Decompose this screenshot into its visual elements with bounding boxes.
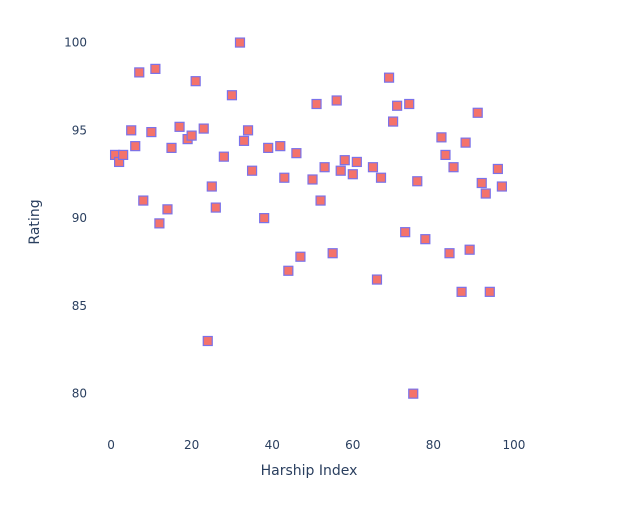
y-tick-label: 80 [72, 387, 87, 401]
data-point [476, 177, 487, 189]
data-point [347, 169, 358, 180]
data-point [375, 172, 387, 183]
data-point [291, 148, 302, 159]
data-point [420, 234, 431, 245]
x-axis-title: Harship Index [261, 463, 358, 479]
data-point [444, 248, 455, 259]
data-point [307, 174, 318, 185]
data-point [484, 286, 495, 297]
data-point [383, 72, 395, 83]
data-point [392, 100, 403, 111]
data-point [150, 63, 161, 74]
data-point [186, 130, 197, 141]
data-point [246, 165, 258, 176]
data-point [283, 265, 294, 276]
data-point [234, 37, 246, 48]
data-point [315, 195, 326, 206]
x-tick-label: 80 [426, 438, 441, 452]
y-axis-ticks: 80 85 90 95 100 [64, 36, 87, 401]
data-point [440, 149, 451, 161]
data-point [408, 388, 419, 399]
data-point [295, 251, 306, 262]
data-point [190, 76, 201, 87]
data-point [371, 274, 383, 285]
data-point [456, 286, 467, 297]
data-point [206, 181, 217, 192]
data-point [492, 163, 503, 175]
data-point [387, 116, 399, 127]
data-point [367, 162, 379, 173]
x-tick-label: 0 [107, 438, 115, 452]
y-axis-title: Rating [27, 199, 43, 244]
data-point [118, 149, 129, 161]
data-point [327, 248, 338, 259]
data-point [404, 98, 415, 110]
data-point [166, 142, 177, 153]
data-point [400, 227, 411, 238]
data-point [146, 126, 157, 138]
data-point [436, 132, 447, 143]
data-point [238, 135, 250, 146]
data-point [174, 121, 185, 132]
data-point [335, 165, 346, 176]
y-tick-label: 100 [64, 36, 87, 50]
data-point [218, 151, 229, 162]
data-point [154, 218, 165, 229]
data-point [130, 141, 141, 152]
y-tick-label: 95 [72, 123, 87, 137]
data-point [480, 188, 491, 199]
data-point [210, 202, 221, 213]
data-point [259, 213, 270, 224]
data-point [448, 162, 459, 173]
data-point [472, 107, 483, 118]
y-tick-label: 85 [72, 299, 87, 313]
data-point [460, 137, 471, 148]
x-tick-label: 40 [265, 438, 280, 452]
data-point [275, 141, 286, 152]
data-point [319, 162, 330, 173]
data-point [242, 125, 254, 136]
x-tick-label: 60 [345, 438, 360, 452]
data-point [202, 335, 213, 347]
data-point [496, 181, 507, 192]
x-axis-ticks: 0 20 40 60 80 100 [107, 438, 525, 452]
data-point [226, 90, 238, 101]
data-point [126, 125, 137, 136]
data-point [162, 204, 173, 215]
data-point [279, 172, 290, 183]
data-point [198, 123, 209, 134]
data-point [351, 156, 362, 168]
data-point [464, 244, 475, 255]
data-point [412, 176, 423, 187]
data-point [339, 155, 350, 166]
y-tick-label: 90 [72, 211, 87, 225]
data-point [263, 142, 274, 153]
data-point [331, 95, 342, 106]
data-point [134, 67, 145, 78]
data-point [311, 98, 322, 110]
data-point [138, 195, 149, 206]
data-points [109, 37, 507, 399]
x-tick-label: 20 [184, 438, 199, 452]
x-tick-label: 100 [503, 438, 526, 452]
